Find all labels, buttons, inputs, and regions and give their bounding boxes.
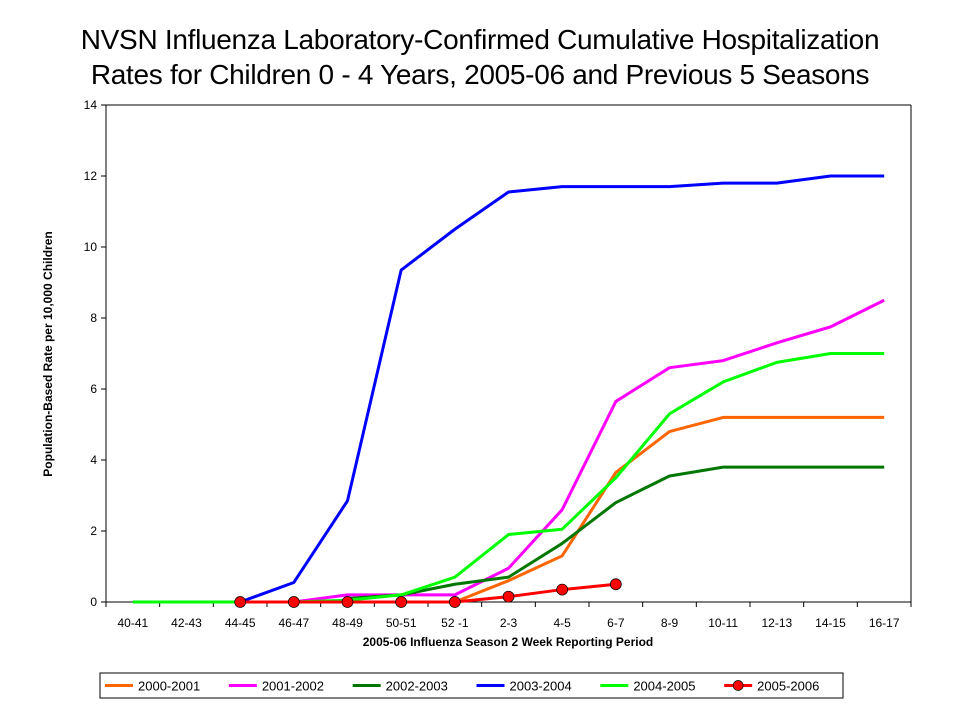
legend-item-2002-2003: 2002-2003: [352, 679, 448, 694]
series-line-2005-2006: [240, 582, 616, 604]
legend-item-2001-2002: 2001-2002: [228, 679, 324, 694]
data-point-2005-2006: [395, 596, 408, 608]
data-point-2005-2006: [502, 590, 515, 603]
series-group: [132, 174, 885, 608]
x-tick-label: 52 -1: [441, 616, 469, 630]
x-tick-label: 2-3: [500, 616, 518, 630]
x-axis-title: 2005-06 Influenza Season 2 Week Reportin…: [363, 635, 654, 649]
legend-marker: [732, 680, 744, 691]
legend-item-2005-2006: 2005-2006: [724, 679, 819, 694]
legend-label: 2005-2006: [757, 679, 819, 694]
legend: 2000-2001 2001-2002 2002-2003 2003-2004 2004…: [99, 672, 844, 699]
series-line-2000-2001: [454, 415, 885, 604]
y-tick-label: 0: [90, 595, 97, 609]
x-tick-label: 44-45: [225, 616, 256, 630]
series-2005-2006: [234, 578, 622, 608]
x-tick-label: 10-11: [708, 616, 738, 630]
legend-label: 2001-2002: [262, 679, 324, 694]
legend-label: 2003-2004: [510, 679, 572, 694]
x-tick-label: 40-41: [117, 616, 148, 630]
x-tick-label: 42-43: [171, 616, 202, 630]
x-tick-label: 50-51: [386, 616, 417, 630]
chart-title-line-1: NVSN Influenza Laboratory-Confirmed Cumu…: [80, 24, 880, 55]
y-tick-label: 12: [84, 169, 98, 183]
y-tick-label: 6: [90, 382, 97, 396]
chart-title: NVSN Influenza Laboratory-Confirmed Cumu…: [0, 22, 960, 92]
x-tick-label: 14-15: [815, 616, 846, 630]
x-tick-label: 4-5: [553, 616, 571, 630]
axes: 0 2 4 6 8 10 12 14 40-41 42-43 44-45 46-47 48-49 50-5…: [84, 98, 912, 630]
y-tick-label: 10: [84, 240, 98, 254]
data-point-2005-2006: [287, 596, 300, 608]
legend-box: [99, 672, 844, 699]
y-tick-label: 8: [90, 311, 97, 325]
data-point-2005-2006: [609, 578, 622, 591]
series-2000-2001: [454, 415, 885, 604]
series-line-2003-2004: [239, 174, 885, 604]
data-point-2005-2006: [341, 596, 354, 608]
legend-item-2004-2005: 2004-2005: [600, 679, 696, 694]
x-tick-label: 6-7: [607, 616, 625, 630]
series-line-2004-2005: [132, 352, 885, 604]
y-axis-title: Population-Based Rate per 10,000 Childre…: [41, 231, 55, 476]
data-point-2005-2006: [448, 596, 461, 608]
x-tick-label: 46-47: [278, 616, 309, 630]
y-tick-label: 2: [90, 524, 97, 538]
x-tick-label: 12-13: [761, 616, 792, 630]
legend-label: 2000-2001: [138, 679, 200, 694]
data-point-2005-2006: [234, 596, 247, 608]
legend-label: 2002-2003: [386, 679, 448, 694]
legend-label: 2004-2005: [633, 679, 695, 694]
x-tick-label: 48-49: [332, 616, 363, 630]
legend-item-2003-2004: 2003-2004: [476, 679, 572, 694]
chart-title-line-2: Rates for Children 0 - 4 Years, 2005-06 …: [90, 59, 870, 90]
series-2004-2005: [132, 352, 885, 604]
data-point-2005-2006: [556, 583, 569, 596]
x-tick-label: 8-9: [661, 616, 679, 630]
x-tick-label: 16-17: [869, 616, 900, 630]
y-tick-label: 4: [90, 453, 97, 467]
y-tick-label: 14: [84, 98, 98, 112]
series-2003-2004: [239, 174, 885, 604]
legend-item-2000-2001: 2000-2001: [105, 679, 200, 694]
